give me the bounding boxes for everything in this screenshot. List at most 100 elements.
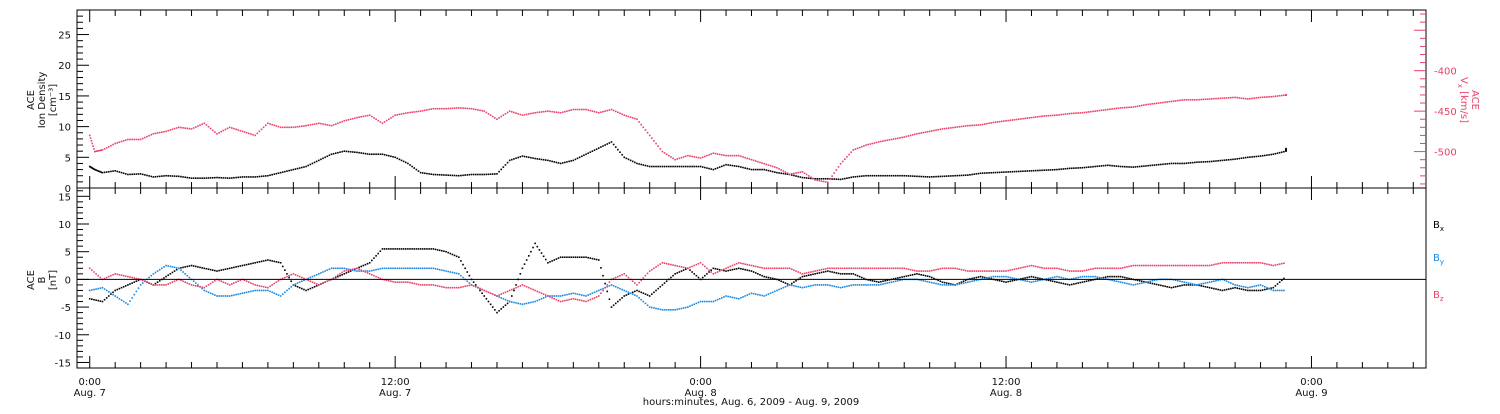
bz-series-point (239, 279, 242, 282)
bz-series-point (226, 283, 229, 285)
vx-series-point (1183, 99, 1185, 101)
vx-series-point (1232, 96, 1234, 99)
ion-density-series-point (1056, 168, 1058, 171)
vx-series-point (1015, 118, 1018, 121)
vx-series-point (1196, 99, 1198, 101)
ion-density-series-point (92, 167, 94, 170)
vx-series-point (986, 122, 988, 125)
bx-series-point (1240, 288, 1243, 290)
ion-density-series-point (141, 173, 144, 176)
bz-series-point (1081, 270, 1084, 272)
by-series-point (996, 275, 999, 278)
bz-series-point (680, 266, 683, 268)
vx-series-point (911, 134, 914, 136)
bx-series-point (411, 248, 413, 250)
by-series-point (659, 308, 662, 311)
ion-density-series-point (1202, 161, 1205, 163)
bx-series-point (547, 261, 549, 264)
by-series-point (761, 294, 763, 297)
bz-series-point (124, 275, 127, 277)
vx-series-point (863, 145, 865, 147)
bz-series-point (621, 273, 623, 276)
bx-series-point (735, 267, 738, 270)
bz-series-point (837, 267, 840, 270)
bz-series-point (1022, 266, 1024, 269)
vx-series-point (865, 144, 867, 146)
by-series-point (542, 297, 545, 299)
vx-series-point (559, 111, 562, 114)
bx-series-point (296, 285, 299, 288)
bx-series-point (839, 273, 842, 275)
vx-series-point (727, 154, 729, 157)
bx-series-point (822, 271, 825, 273)
bx-series-point (434, 248, 437, 251)
bz-series-point (1083, 269, 1086, 272)
by-series-point (882, 283, 884, 285)
vx-series-point (1168, 100, 1171, 103)
bottom-y-tick-label: -5 (61, 303, 71, 314)
vx-series-point (920, 132, 922, 134)
bx-series-point (653, 291, 655, 294)
vx-series-point (468, 107, 471, 110)
ion-density-series-point (1272, 153, 1275, 156)
bz-series-point (1077, 270, 1079, 272)
vx-series-point (324, 123, 326, 126)
bx-series-point (750, 270, 753, 272)
bx-series-point (1115, 275, 1118, 278)
vx-series-point (326, 124, 329, 126)
bz-series-point (1134, 264, 1137, 267)
bx-series-point (593, 258, 596, 260)
ion-density-series-point (534, 157, 536, 160)
vx-series-point (269, 123, 271, 125)
by-series-point (1189, 282, 1192, 285)
vx-series-point (1202, 98, 1205, 101)
bz-series-point (248, 281, 250, 283)
by-series-point (281, 293, 284, 295)
bz-series-point (589, 298, 592, 301)
vx-series-point (964, 125, 967, 127)
bz-series-point (460, 286, 462, 289)
bx-series-point (793, 281, 795, 283)
bz-series-point (453, 286, 456, 289)
by-series-point (523, 303, 526, 305)
bx-series-point (553, 259, 556, 261)
bz-series-point (1238, 261, 1241, 264)
ion-density-series-point (672, 165, 674, 168)
bx-series-point (447, 251, 449, 254)
vx-series-point (638, 121, 640, 123)
by-series-point (757, 293, 759, 296)
bx-series-point (591, 257, 594, 260)
bz-series-point (547, 295, 549, 297)
ion-density-series-point (457, 174, 460, 177)
bz-series-point (269, 285, 271, 288)
bz-series-point (973, 270, 976, 272)
ion-density-series-point (364, 152, 367, 155)
ion-density-series-point (468, 173, 471, 176)
vx-series-point (1194, 99, 1196, 101)
by-series-point (337, 267, 339, 270)
by-series-point (1242, 285, 1245, 288)
ion-density-series-point (95, 169, 97, 171)
bz-series-point (576, 298, 579, 301)
bz-series-point (1202, 264, 1205, 267)
ion-density-series-point (411, 165, 413, 168)
bx-series-point (209, 268, 212, 271)
ion-density-series-point (943, 175, 946, 178)
by-series-point (460, 274, 462, 277)
ion-density-series-point (801, 176, 804, 179)
ion-density-series-point (740, 166, 742, 168)
by-series-point (455, 272, 458, 275)
ion-density-series-point (334, 152, 337, 155)
bx-series-point (262, 260, 265, 262)
vx-series-point (602, 110, 604, 113)
ion-density-series-point (309, 163, 312, 166)
ion-density-series-point (356, 151, 358, 154)
ion-density-series-point (180, 175, 182, 178)
ion-density-series-point (322, 157, 324, 160)
bz-series-point (205, 285, 208, 288)
bx-series-point (169, 273, 172, 275)
by-series-point (441, 269, 443, 271)
bz-series-point (911, 269, 914, 271)
bx-series-point (742, 268, 744, 271)
ion-density-series-point (94, 168, 96, 171)
